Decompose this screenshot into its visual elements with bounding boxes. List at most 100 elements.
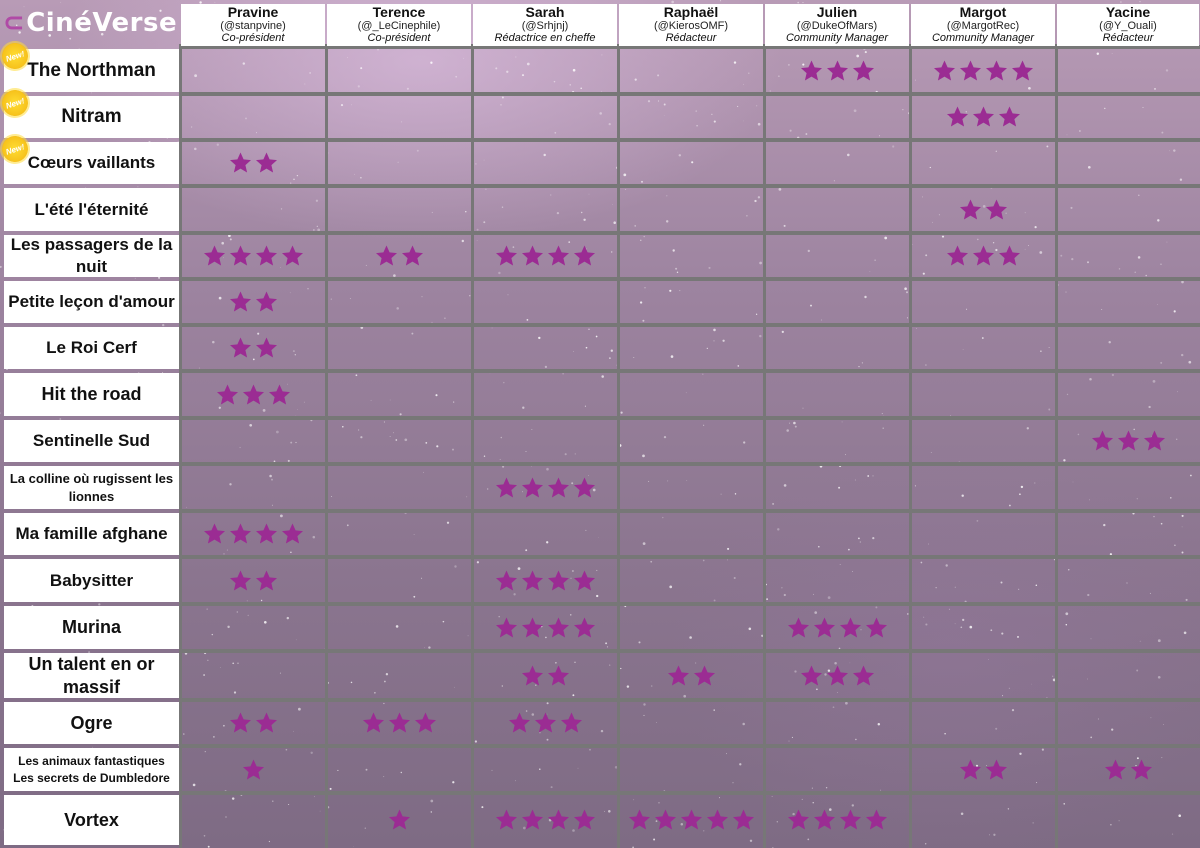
star-icon: [255, 152, 277, 173]
movie-title: Un talent en or massif: [4, 653, 179, 698]
logo-text: CinéVerse: [26, 8, 178, 38]
column-divider: [1055, 44, 1058, 848]
star-icon: [573, 477, 595, 497]
star-icon: [255, 523, 277, 544]
star-icon: [1091, 430, 1113, 451]
star-icon: [547, 477, 569, 497]
star-icon: [732, 809, 754, 830]
critic-role: Rédactrice en cheffe: [494, 32, 596, 44]
star-icon: [268, 384, 290, 404]
star-rating: [180, 747, 326, 793]
row-divider: [180, 791, 1200, 795]
star-icon: [534, 712, 556, 733]
movie-title: Nitram: [4, 96, 179, 138]
star-icon: [547, 665, 569, 685]
star-rating: [180, 325, 326, 371]
critic-header-margot: Margot (@MargotRec) Community Manager: [911, 4, 1055, 46]
star-icon: [826, 60, 848, 80]
row-divider: [180, 649, 1200, 653]
critic-header-raphal: Raphaël (@KierosOMF) Rédacteur: [619, 4, 763, 46]
star-icon: [933, 60, 955, 80]
star-icon: [839, 617, 861, 637]
star-icon: [560, 712, 582, 733]
star-icon: [800, 665, 822, 685]
star-icon: [255, 712, 277, 733]
star-icon: [242, 759, 264, 779]
star-icon: [787, 809, 809, 830]
row-divider: [180, 231, 1200, 235]
movie-title: Ogre: [4, 702, 179, 744]
star-icon: [216, 384, 238, 404]
movie-title: Ma famille afghane: [4, 513, 179, 555]
star-rating: [326, 233, 472, 279]
star-icon: [229, 570, 251, 590]
star-icon: [281, 523, 303, 544]
star-icon: [362, 712, 384, 733]
star-icon: [985, 60, 1007, 80]
movie-title: Vortex: [4, 795, 179, 845]
critic-header-pravine: Pravine (@stanpvine) Co-président: [181, 4, 325, 46]
star-rating: [326, 700, 472, 746]
star-icon: [839, 809, 861, 830]
star-icon: [787, 617, 809, 637]
star-icon: [495, 809, 517, 830]
star-icon: [203, 245, 225, 266]
star-rating: [910, 187, 1056, 233]
star-rating: [472, 465, 618, 511]
row-divider: [180, 509, 1200, 513]
star-icon: [946, 245, 968, 266]
critic-name: Terence: [372, 4, 426, 20]
star-icon: [959, 60, 981, 80]
critic-header-sarah: Sarah (@Srhjnj) Rédactrice en cheffe: [473, 4, 617, 46]
star-rating: [910, 233, 1056, 279]
star-icon: [946, 106, 968, 127]
critic-name: Sarah: [525, 4, 565, 20]
critic-name: Margot: [959, 4, 1007, 20]
row-divider: [180, 462, 1200, 466]
row-divider: [180, 45, 1200, 49]
movie-title: Le Roi Cerf: [4, 327, 179, 369]
star-icon: [1011, 60, 1033, 80]
movie-title: Petite leçon d'amour: [4, 281, 179, 323]
critic-handle: (@Y_Ouali): [1099, 20, 1157, 32]
star-rating: [180, 511, 326, 557]
star-rating: [472, 700, 618, 746]
critic-name: Julien: [816, 4, 858, 20]
movie-title: Babysitter: [4, 559, 179, 602]
star-icon: [959, 199, 981, 219]
star-icon: [865, 809, 887, 830]
star-icon: [547, 245, 569, 266]
star-rating: [472, 605, 618, 651]
star-rating: [910, 48, 1056, 94]
row-divider: [180, 277, 1200, 281]
star-icon: [985, 759, 1007, 779]
row-divider: [180, 184, 1200, 188]
star-rating: [472, 653, 618, 699]
critic-role: Rédacteur: [1102, 32, 1154, 44]
logo-c-mark: ⊂: [2, 8, 26, 38]
star-icon: [414, 712, 436, 733]
star-icon: [375, 245, 397, 266]
star-icon: [255, 245, 277, 266]
star-rating: [180, 233, 326, 279]
column-divider: [617, 44, 620, 848]
critic-name: Yacine: [1105, 4, 1151, 20]
star-icon: [229, 152, 251, 173]
star-icon: [388, 712, 410, 733]
star-icon: [521, 809, 543, 830]
star-icon: [959, 759, 981, 779]
star-icon: [495, 570, 517, 590]
star-icon: [521, 570, 543, 590]
critic-header-yacine: Yacine (@Y_Ouali) Rédacteur: [1057, 4, 1199, 46]
star-rating: [910, 94, 1056, 140]
cineverse-logo: ⊂ CinéVerse: [0, 0, 180, 46]
critic-handle: (@MargotRec): [946, 20, 1020, 32]
star-rating: [764, 48, 910, 94]
star-icon: [706, 809, 728, 830]
star-icon: [203, 523, 225, 544]
star-icon: [547, 809, 569, 830]
star-icon: [667, 665, 689, 685]
star-rating: [764, 797, 910, 843]
row-divider: [180, 744, 1200, 748]
